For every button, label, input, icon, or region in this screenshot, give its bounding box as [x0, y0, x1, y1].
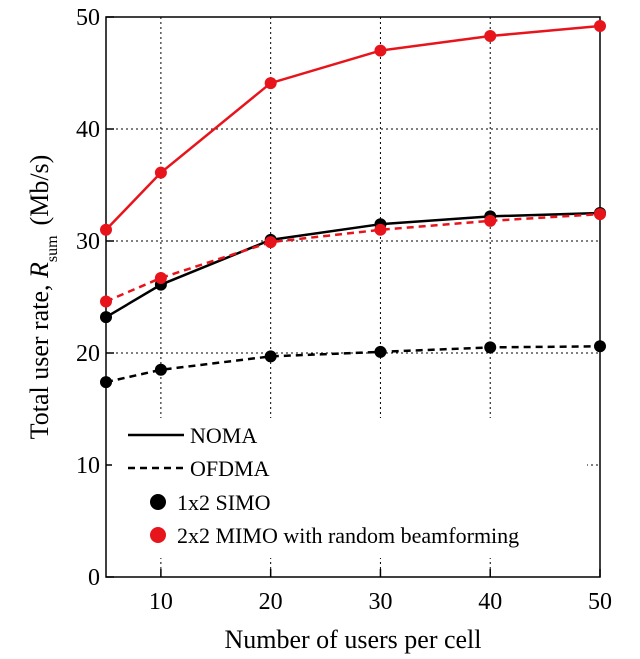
data-point-ofdma-simo [264, 350, 277, 363]
data-point-ofdma-simo [594, 340, 606, 353]
legend-label-ofdma: OFDMA [190, 456, 270, 481]
data-point-ofdma-simo [100, 376, 112, 389]
x-tick-label: 40 [478, 589, 502, 615]
data-point-noma-mimo [154, 166, 167, 179]
data-point-noma-mimo [100, 223, 112, 236]
y-axis-title: Total user rate, Rsum (Mb/s) [25, 155, 61, 440]
y-axis-title-subscript: sum [44, 235, 61, 262]
data-point-noma-mimo [594, 19, 606, 32]
x-tick-label: 30 [368, 589, 392, 615]
data-point-noma-mimo [264, 77, 277, 90]
data-point-ofdma-simo [484, 341, 497, 354]
data-point-ofdma-mimo [484, 214, 497, 227]
data-point-noma-simo [100, 311, 112, 324]
legend-label-simo: 1x2 SIMO [177, 490, 271, 515]
legend-marker-simo [150, 494, 166, 510]
data-point-ofdma-mimo [264, 236, 277, 249]
y-tick-label: 30 [76, 229, 100, 255]
data-point-noma-mimo [374, 44, 387, 57]
data-point-noma-mimo [484, 30, 497, 43]
series-line-noma-mimo [105, 24, 601, 231]
y-axis-title-prefix: Total user rate, [25, 278, 54, 439]
legend-marker-mimo [150, 527, 166, 543]
y-axis-title-symbol: R [25, 262, 54, 279]
legend-label-mimo: 2x2 MIMO with random beamforming [177, 523, 519, 548]
legend: NOMA OFDMA 1x2 SIMO 2x2 MIMO with random be… [128, 423, 519, 548]
data-point-ofdma-simo [154, 363, 167, 376]
y-tick-label: 20 [76, 341, 100, 367]
x-tick-label: 20 [259, 589, 283, 615]
x-axis-title: Number of users per cell [224, 625, 481, 654]
series-line-ofdma-mimo [105, 212, 601, 303]
y-tick-label: 0 [88, 565, 100, 591]
data-point-ofdma-mimo [374, 223, 387, 236]
data-point-ofdma-mimo [594, 208, 606, 221]
legend-label-noma: NOMA [190, 423, 257, 448]
data-point-ofdma-simo [374, 345, 387, 358]
x-tick-label: 50 [588, 589, 612, 615]
data-point-ofdma-mimo [100, 295, 112, 308]
y-tick-label: 50 [76, 5, 100, 31]
series-line-ofdma-simo [105, 345, 601, 384]
data-point-ofdma-mimo [154, 271, 167, 284]
y-tick-label: 40 [76, 117, 100, 143]
y-tick-label: 10 [76, 453, 100, 479]
series-group [100, 19, 606, 389]
axis-ticks: 10 20 30 40 50 0 10 20 30 40 50 [76, 5, 612, 615]
y-axis-title-unit: (Mb/s) [25, 155, 54, 226]
legend-box [112, 418, 587, 558]
x-tick-label: 10 [149, 589, 173, 615]
series-line-noma-simo [105, 211, 601, 319]
